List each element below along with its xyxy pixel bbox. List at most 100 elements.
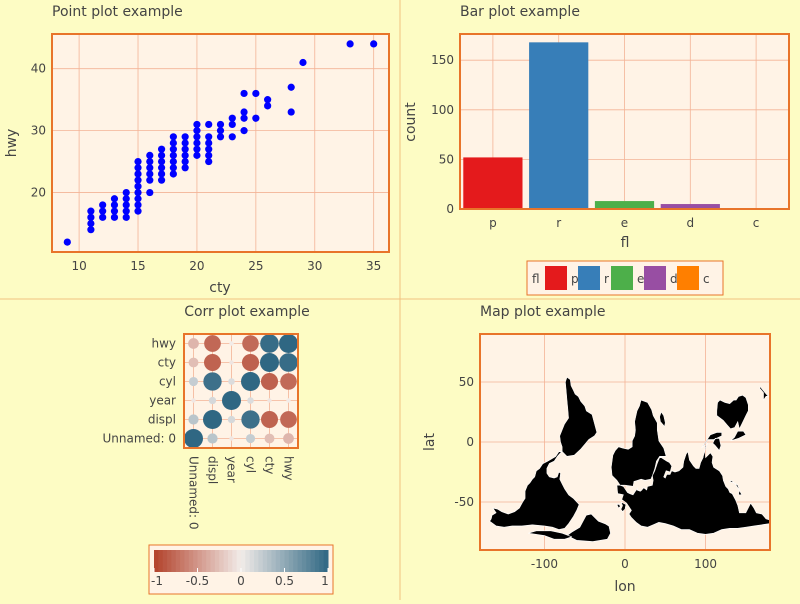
- corr-plot-colorbar-tick-label: -0.5: [186, 574, 209, 588]
- colorbar-step: [254, 550, 259, 572]
- scatter-point: [181, 139, 189, 147]
- colorbar-step: [241, 550, 246, 572]
- bar-plot-x-ticks: p r e d c: [489, 216, 759, 230]
- colorbar-step: [258, 550, 264, 572]
- bar-plot-legend-entry: d: [644, 266, 678, 290]
- scatter-point: [216, 133, 225, 141]
- bar-plot-y-axis-label: count: [403, 102, 419, 142]
- bar-plot-y-tick-label: 50: [439, 152, 454, 166]
- colorbar-step: [236, 550, 242, 572]
- scatter-point: [122, 213, 130, 221]
- land-eurasia: [616, 442, 770, 535]
- corr-cell: [264, 433, 275, 444]
- colorbar-step: [306, 550, 312, 572]
- corr-plot-column-label: year: [225, 456, 239, 483]
- scatter-point: [63, 238, 71, 246]
- scatter-point: [99, 213, 107, 221]
- colorbar-step: [323, 550, 329, 572]
- map-plot-y-tick-label: 0: [466, 435, 474, 449]
- scatter-point: [252, 89, 260, 98]
- scatter-point: [134, 207, 142, 215]
- scatter-point: [146, 176, 154, 184]
- scatter-point: [122, 188, 130, 197]
- map-plot-y-axis-label: lat: [422, 433, 438, 451]
- map-plot-title: Map plot example: [480, 304, 606, 320]
- point-plot-y-tick-label: 20: [31, 186, 46, 200]
- scatter-point: [134, 170, 142, 178]
- scatter-point: [122, 207, 130, 215]
- bar-plot-legend-entry: r: [578, 266, 609, 290]
- scatter-point: [134, 176, 142, 184]
- scatter-point: [193, 127, 201, 135]
- corr-cell: [241, 410, 260, 429]
- scatter-point: [228, 133, 236, 141]
- colorbar-step: [310, 550, 316, 572]
- land-madagascar: [659, 411, 666, 428]
- scatter-point: [134, 201, 142, 209]
- corr-cell: [242, 335, 259, 352]
- colorbar-step: [245, 550, 251, 572]
- scatter-point: [157, 164, 166, 172]
- map-plot-frame: [479, 333, 771, 551]
- scatter-point: [205, 139, 213, 147]
- bar-plot-x-tick-label: d: [686, 216, 694, 230]
- bar-plot: Bar plot example p r e d c 0 50 100 150 …: [403, 4, 790, 296]
- scatter-point: [346, 40, 354, 48]
- colorbar-step: [227, 550, 233, 572]
- bar-plot-legend-label: e: [637, 272, 644, 286]
- bar-plot-legend: fl p r e d c: [526, 260, 724, 296]
- corr-cell: [260, 372, 279, 391]
- scatter-point: [87, 226, 95, 234]
- colorbar-step: [262, 550, 268, 572]
- corr-plot: Corr plot example Unnamed: 0 displ year …: [102, 304, 334, 595]
- corr-cell: [222, 391, 241, 410]
- corr-cell: [228, 378, 235, 385]
- scatter-point: [169, 145, 177, 153]
- corr-plot-title: Corr plot example: [184, 304, 310, 320]
- scatter-point: [287, 83, 295, 91]
- corr-cell: [208, 396, 217, 405]
- colorbar-step: [171, 550, 177, 572]
- scatter-point: [205, 145, 213, 153]
- corr-cell: [188, 376, 199, 387]
- corr-cell: [280, 373, 297, 390]
- corr-cell: [229, 436, 234, 441]
- bar-plot-legend-swatch: [611, 266, 633, 290]
- scatter-point: [181, 157, 189, 166]
- scatter-point: [169, 170, 177, 178]
- corr-cell: [279, 334, 298, 353]
- corr-plot-colorbar-tick-label: 0: [237, 574, 245, 588]
- scatter-point: [146, 188, 154, 197]
- land-south-america: [559, 376, 598, 457]
- corr-plot-column-label: displ: [206, 456, 220, 484]
- colorbar-step: [232, 550, 238, 572]
- scatter-point: [87, 219, 95, 228]
- colorbar-step: [175, 550, 181, 572]
- scatter-point: [216, 127, 225, 135]
- colorbar-step: [293, 550, 299, 572]
- scatter-point: [157, 157, 166, 166]
- colorbar-step: [206, 550, 212, 572]
- corr-plot-cells: [184, 334, 298, 448]
- corr-cell: [188, 338, 199, 349]
- bar-plot-legend-swatch: [644, 266, 666, 290]
- scatter-point: [205, 120, 213, 129]
- corr-cell: [260, 353, 279, 372]
- corr-plot-colorbar-gradient: [153, 550, 329, 572]
- bar-plot-x-tick-label: e: [621, 216, 628, 230]
- scatter-point: [193, 133, 201, 141]
- bar-plot-legend-swatch: [677, 266, 699, 290]
- point-plot: Point plot example 10 15 20 25 30 35 20 …: [4, 4, 390, 296]
- scatter-point: [205, 151, 213, 159]
- scatter-point: [157, 151, 166, 159]
- point-plot-y-tick-label: 30: [31, 124, 46, 138]
- point-plot-frame: [51, 33, 390, 253]
- colorbar-step: [280, 550, 285, 572]
- colorbar-step: [214, 550, 220, 572]
- bar-e: [594, 201, 655, 209]
- land-japan: [728, 479, 743, 496]
- corr-cell: [229, 360, 234, 365]
- corr-cell: [241, 372, 260, 391]
- bar-plot-x-tick-label: c: [753, 216, 760, 230]
- land-new-zealand: [759, 386, 770, 401]
